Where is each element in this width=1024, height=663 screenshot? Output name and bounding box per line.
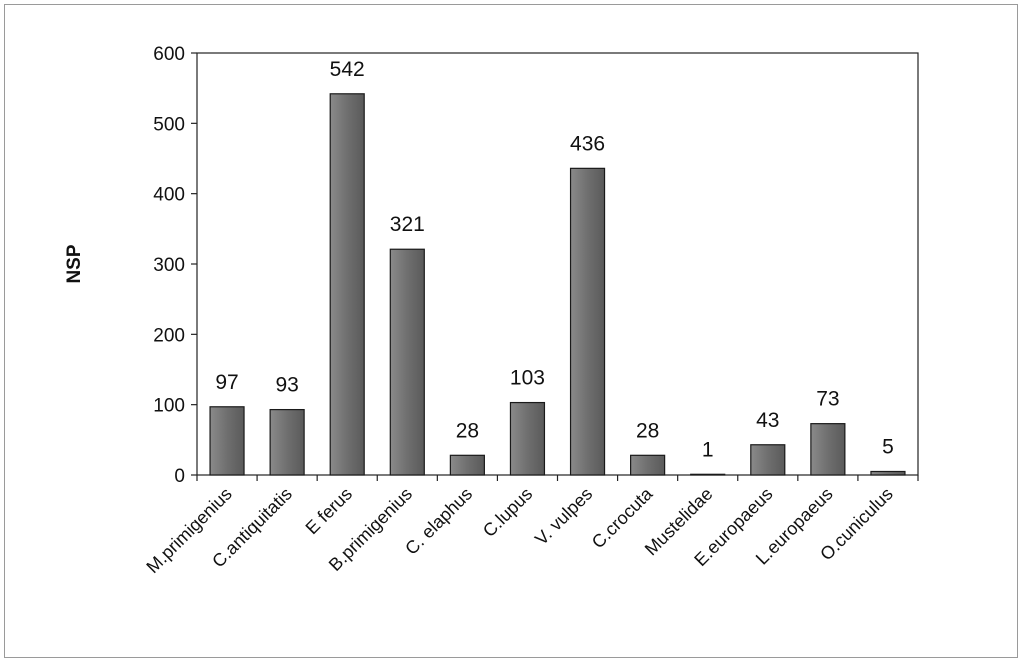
y-axis: 0 100 200 300 400 500 600 (153, 44, 197, 487)
data-label: 5 (882, 435, 894, 458)
figure-frame (4, 4, 1018, 658)
data-label: 73 (816, 388, 839, 411)
x-category-label: V. vulpes (531, 484, 596, 549)
data-label: 28 (456, 419, 479, 442)
bar (509, 401, 546, 476)
data-label: 436 (570, 132, 605, 155)
bar (630, 454, 666, 476)
bar (690, 473, 726, 476)
y-tick-label: 600 (153, 44, 185, 65)
bar (449, 454, 485, 476)
y-tick-label: 200 (153, 325, 185, 346)
y-tick-label: 0 (174, 466, 185, 487)
data-label: 28 (636, 419, 659, 442)
plot-box (196, 52, 919, 476)
plot-area (196, 52, 919, 476)
bar (810, 423, 846, 476)
bar (569, 167, 606, 476)
data-label: 321 (390, 213, 425, 236)
y-tick-label: 100 (153, 396, 185, 417)
x-category-label: C.lupus (479, 484, 536, 541)
bar (329, 93, 365, 476)
y-tick-label: 300 (153, 255, 185, 276)
data-label: 542 (330, 58, 365, 81)
y-tick-label: 400 (153, 185, 185, 206)
y-axis-title: NSP (64, 244, 85, 283)
y-tick-label: 500 (153, 114, 185, 135)
bar (209, 406, 245, 476)
x-category-label: E ferus (302, 484, 356, 538)
data-label: 97 (215, 371, 238, 394)
bar (269, 408, 305, 476)
bar (750, 444, 786, 476)
data-label: 93 (275, 374, 298, 397)
bar (870, 470, 906, 476)
bars: 97 93 542 321 28 103 436 28 1 43 73 5 (209, 58, 906, 476)
data-label: 1 (702, 438, 714, 461)
bar (389, 248, 425, 476)
data-label: 103 (510, 367, 545, 390)
data-label: 43 (756, 409, 779, 432)
